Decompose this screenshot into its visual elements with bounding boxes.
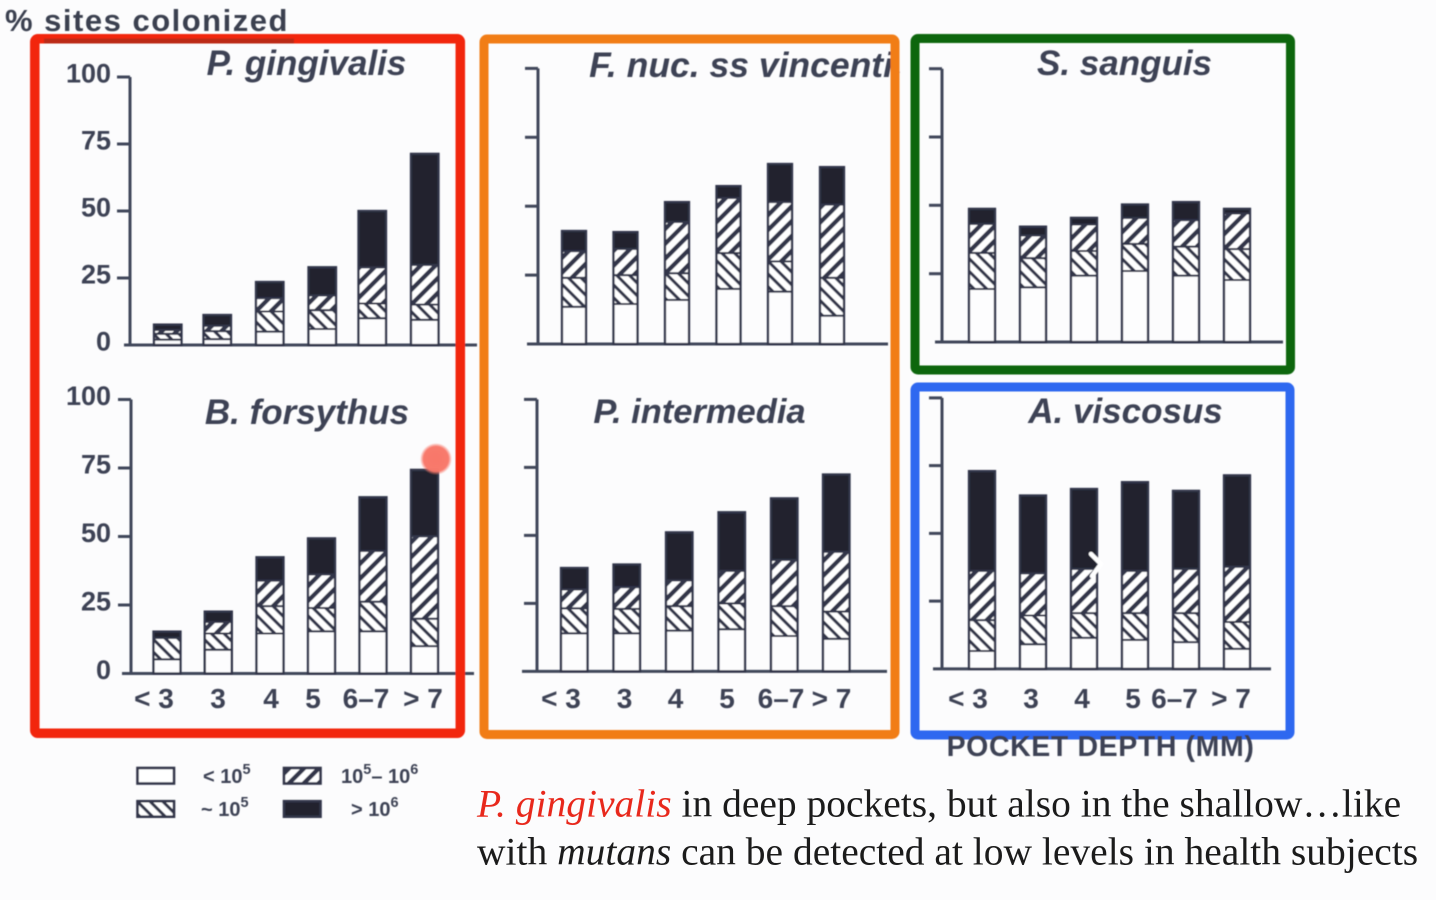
svg-text:< 3: < 3 — [541, 683, 581, 714]
svg-text:50: 50 — [81, 193, 111, 223]
svg-text:with mutans can be detected at: with mutans can be detected at low level… — [477, 830, 1418, 874]
svg-text:> 7: > 7 — [812, 683, 852, 714]
svg-text:P. intermedia: P. intermedia — [593, 393, 805, 431]
svg-text:6–7: 6–7 — [343, 683, 390, 714]
svg-text:100: 100 — [66, 59, 111, 89]
svg-text:< 3: < 3 — [134, 683, 174, 714]
svg-text:4: 4 — [668, 683, 684, 714]
svg-text:POCKET DEPTH (MM): POCKET DEPTH (MM) — [947, 731, 1255, 763]
svg-text:S. sanguis: S. sanguis — [1037, 44, 1212, 83]
svg-text:4: 4 — [263, 683, 279, 714]
svg-text:5: 5 — [305, 683, 321, 714]
svg-text:3: 3 — [210, 683, 226, 714]
svg-text:B. forsythus: B. forsythus — [205, 393, 409, 432]
svg-text:4: 4 — [1074, 683, 1090, 714]
svg-text:5: 5 — [719, 683, 735, 714]
svg-text:< 3: < 3 — [948, 683, 988, 714]
svg-text:0: 0 — [96, 655, 111, 685]
svg-text:> 7: > 7 — [403, 683, 443, 714]
svg-text:6–7: 6–7 — [758, 683, 805, 714]
svg-text:6–7: 6–7 — [1151, 683, 1198, 714]
svg-text:> 7: > 7 — [1211, 683, 1251, 714]
svg-text:25: 25 — [81, 587, 111, 617]
svg-text:3: 3 — [617, 683, 633, 714]
svg-text:100: 100 — [66, 381, 111, 411]
svg-text:25: 25 — [81, 260, 111, 290]
svg-text:A. viscosus: A. viscosus — [1027, 392, 1223, 431]
svg-text:% sites colonized: % sites colonized — [5, 3, 289, 38]
svg-text:0: 0 — [96, 327, 111, 357]
svg-text:75: 75 — [81, 450, 111, 480]
svg-text:105– 106: 105– 106 — [341, 762, 418, 788]
svg-text:3: 3 — [1023, 683, 1039, 714]
svg-text:5: 5 — [1125, 683, 1141, 714]
svg-text:P. gingivalis in deep pockets,: P. gingivalis in deep pockets, but also … — [476, 782, 1401, 826]
svg-text:P. gingivalis: P. gingivalis — [207, 44, 407, 83]
svg-text:50: 50 — [81, 518, 111, 548]
svg-text:F. nuc. ss vincenti.: F. nuc. ss vincenti. — [589, 45, 903, 85]
svg-text:75: 75 — [81, 126, 111, 156]
